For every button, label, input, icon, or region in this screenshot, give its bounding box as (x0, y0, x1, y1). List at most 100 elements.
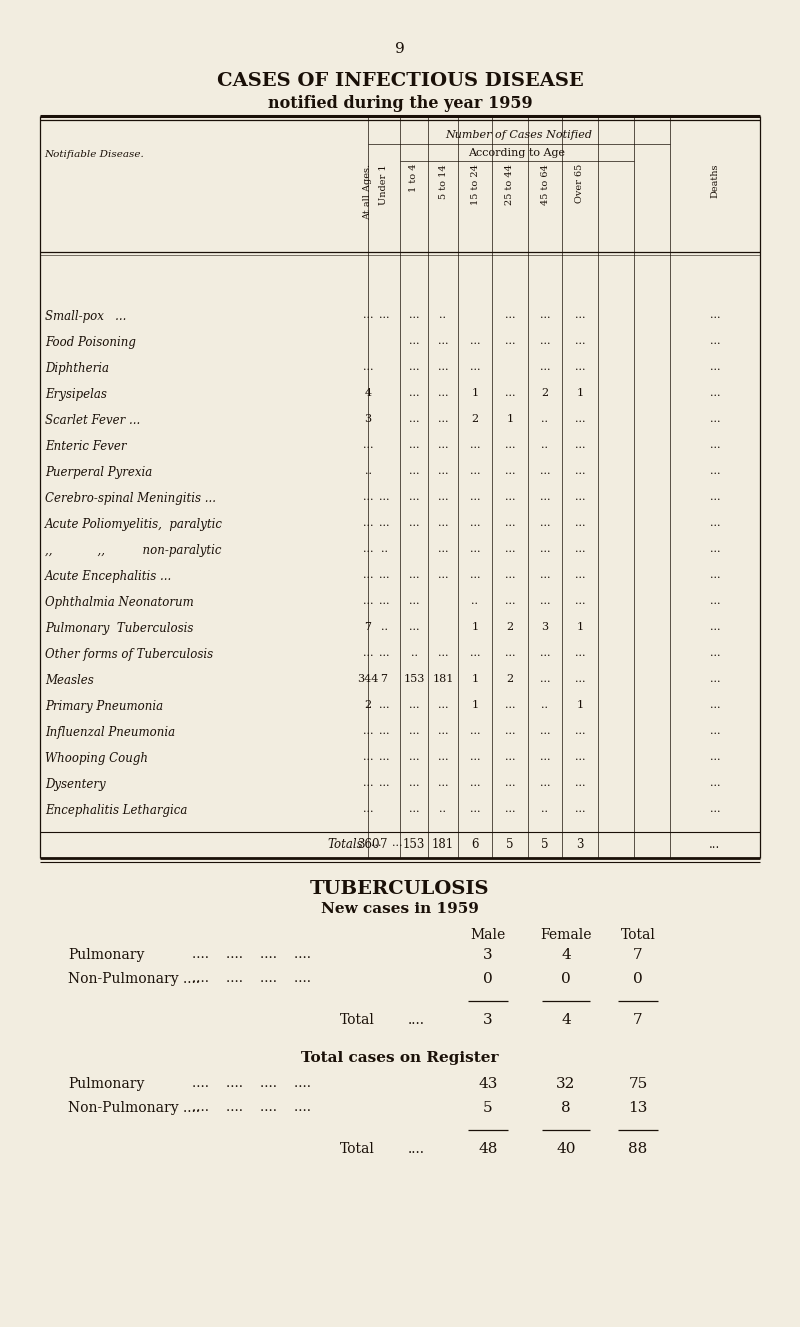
Text: ...: ... (710, 466, 720, 476)
Text: ...: ... (470, 466, 480, 476)
Text: 1: 1 (577, 701, 583, 710)
Text: ...: ... (438, 726, 448, 736)
Text: ...: ... (438, 414, 448, 425)
Text: ...: ... (470, 778, 480, 788)
Text: ...: ... (470, 362, 480, 372)
Text: notified during the year 1959: notified during the year 1959 (268, 96, 532, 111)
Text: Acute Encephalitis ...: Acute Encephalitis ... (45, 571, 172, 583)
Text: Number of Cases Notified: Number of Cases Notified (446, 130, 593, 141)
Text: Non-Pulmonary ....: Non-Pulmonary .... (68, 971, 200, 986)
Text: ...: ... (438, 387, 448, 398)
Text: Puerperal Pyrexia: Puerperal Pyrexia (45, 466, 152, 479)
Text: Primary Pneumonia: Primary Pneumonia (45, 701, 163, 713)
Text: ...: ... (710, 387, 720, 398)
Text: Cerebro-spinal Meningitis ...: Cerebro-spinal Meningitis ... (45, 492, 216, 506)
Text: ...: ... (378, 752, 390, 762)
Text: ...: ... (574, 336, 586, 346)
Text: Other forms of Tuberculosis: Other forms of Tuberculosis (45, 648, 213, 661)
Text: Diphtheria: Diphtheria (45, 362, 109, 376)
Text: ...: ... (540, 648, 550, 658)
Text: Pulmonary: Pulmonary (68, 947, 144, 962)
Text: ...: ... (505, 441, 515, 450)
Text: ...: ... (540, 362, 550, 372)
Text: ...: ... (378, 518, 390, 528)
Text: Whooping Cough: Whooping Cough (45, 752, 148, 764)
Text: ...: ... (470, 544, 480, 553)
Text: Small-pox   ...: Small-pox ... (45, 311, 126, 322)
Text: 3: 3 (483, 947, 493, 962)
Text: Male: Male (470, 928, 506, 942)
Text: Total cases on Register: Total cases on Register (302, 1051, 498, 1066)
Text: ...: ... (710, 571, 720, 580)
Text: Scarlet Fever ...: Scarlet Fever ... (45, 414, 140, 427)
Text: Under 1: Under 1 (379, 165, 389, 204)
Text: ...: ... (409, 778, 419, 788)
Text: 4: 4 (561, 1013, 571, 1027)
Text: 5 to 14: 5 to 14 (438, 165, 447, 199)
Text: ...: ... (378, 778, 390, 788)
Text: ...: ... (362, 571, 374, 580)
Text: ...: ... (505, 518, 515, 528)
Text: TUBERCULOSIS: TUBERCULOSIS (310, 880, 490, 898)
Text: ...: ... (505, 778, 515, 788)
Text: 9: 9 (395, 42, 405, 56)
Text: Dysentery: Dysentery (45, 778, 106, 791)
Text: ...: ... (362, 311, 374, 320)
Text: ...: ... (409, 466, 419, 476)
Text: 5: 5 (506, 837, 514, 851)
Text: ...: ... (505, 701, 515, 710)
Text: ...: ... (540, 674, 550, 683)
Text: ...: ... (540, 466, 550, 476)
Text: ...: ... (574, 778, 586, 788)
Text: ...: ... (409, 362, 419, 372)
Text: ...: ... (540, 336, 550, 346)
Text: 7: 7 (380, 837, 388, 851)
Text: ...: ... (409, 387, 419, 398)
Text: 7: 7 (633, 947, 643, 962)
Text: ...: ... (710, 674, 720, 683)
Text: ...: ... (710, 726, 720, 736)
Text: ...: ... (710, 752, 720, 762)
Text: ...: ... (505, 544, 515, 553)
Text: Female: Female (540, 928, 592, 942)
Text: 4: 4 (561, 947, 571, 962)
Text: ...: ... (362, 492, 374, 502)
Text: ..: .. (542, 804, 549, 813)
Text: Total: Total (621, 928, 655, 942)
Text: 2: 2 (506, 622, 514, 632)
Text: ...: ... (505, 648, 515, 658)
Text: 43: 43 (478, 1078, 498, 1091)
Text: ..: .. (381, 622, 387, 632)
Text: 5: 5 (542, 837, 549, 851)
Text: ...: ... (540, 492, 550, 502)
Text: ...: ... (378, 492, 390, 502)
Text: ....    ....    ....    ....: .... .... .... .... (192, 947, 311, 961)
Text: ...: ... (540, 752, 550, 762)
Text: ...: ... (409, 414, 419, 425)
Text: ...: ... (574, 414, 586, 425)
Text: ...: ... (409, 596, 419, 606)
Text: ...: ... (505, 466, 515, 476)
Text: 1: 1 (577, 622, 583, 632)
Text: 25 to 44: 25 to 44 (506, 165, 514, 204)
Text: ..: .. (365, 466, 371, 476)
Text: ...: ... (438, 778, 448, 788)
Text: 153: 153 (403, 837, 425, 851)
Text: Deaths: Deaths (710, 165, 719, 199)
Text: 181: 181 (432, 674, 454, 683)
Text: 3: 3 (365, 414, 371, 425)
Text: 2: 2 (506, 674, 514, 683)
Text: ...   ...: ... ... (371, 837, 402, 848)
Text: ...: ... (470, 726, 480, 736)
Text: 15 to 24: 15 to 24 (470, 165, 479, 204)
Text: 1: 1 (471, 701, 478, 710)
Text: ....    ....    ....    ....: .... .... .... .... (192, 971, 311, 985)
Text: 0: 0 (483, 971, 493, 986)
Text: ...: ... (362, 752, 374, 762)
Text: 32: 32 (556, 1078, 576, 1091)
Text: 6: 6 (471, 837, 478, 851)
Text: 360: 360 (357, 837, 379, 851)
Text: ..: .. (471, 596, 478, 606)
Text: Pulmonary: Pulmonary (68, 1078, 144, 1091)
Text: ..: .. (542, 414, 549, 425)
